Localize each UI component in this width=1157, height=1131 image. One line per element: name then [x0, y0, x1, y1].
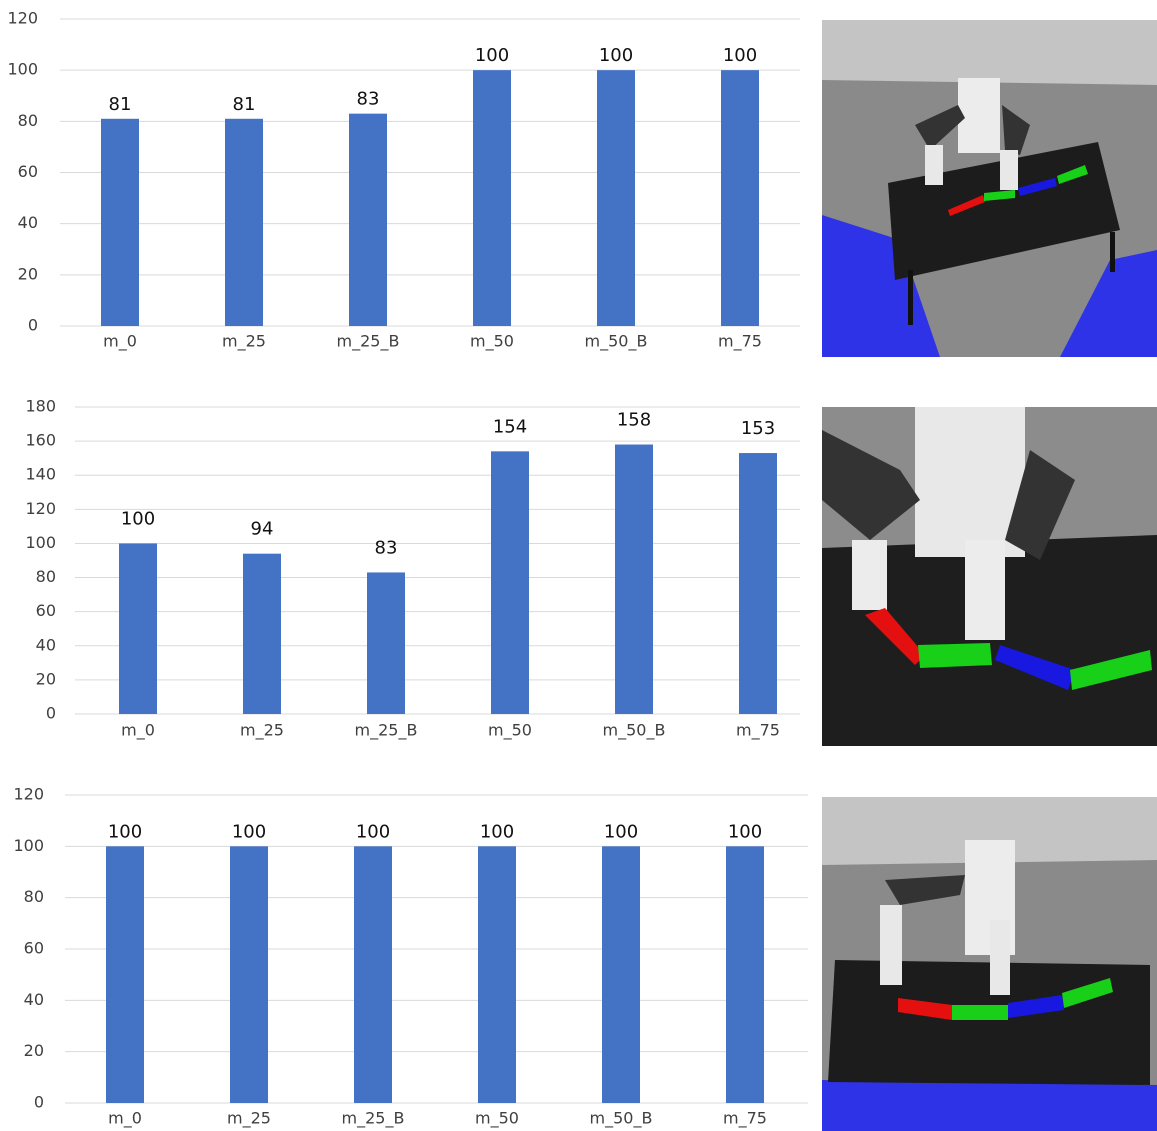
x-tick-label: m_25_B: [337, 332, 400, 352]
bar: [602, 846, 640, 1103]
value-label: 81: [109, 94, 132, 115]
y-tick-label: 40: [18, 213, 38, 232]
x-tick-label: m_50: [488, 721, 532, 741]
y-tick-label: 60: [18, 162, 38, 181]
x-tick-label: m_0: [121, 721, 155, 741]
y-tick-label: 20: [36, 669, 56, 688]
value-label: 100: [108, 821, 142, 842]
x-tick-label: m_50: [475, 1109, 519, 1129]
bar: [354, 846, 392, 1103]
y-tick-label: 0: [46, 704, 56, 723]
x-tick-label: m_25_B: [342, 1109, 405, 1129]
y-tick-label: 40: [24, 990, 44, 1009]
value-label: 81: [233, 94, 256, 115]
value-label: 83: [357, 89, 380, 110]
x-tick-label: m_25_B: [355, 721, 418, 741]
value-label: 100: [604, 821, 638, 842]
bar: [230, 846, 268, 1103]
y-tick-label: 120: [13, 785, 44, 804]
bar: [615, 445, 653, 714]
x-tick-label: m_25: [240, 721, 284, 741]
x-tick-label: m_75: [723, 1109, 767, 1129]
y-tick-label: 0: [34, 1093, 44, 1112]
value-label: 158: [617, 410, 651, 431]
value-label: 153: [741, 418, 775, 439]
value-label: 100: [723, 45, 757, 66]
value-label: 83: [375, 537, 398, 558]
y-tick-label: 100: [25, 533, 56, 552]
y-tick-label: 100: [7, 60, 38, 79]
bar: [726, 846, 764, 1103]
value-label: 100: [475, 45, 509, 66]
y-tick-label: 80: [24, 887, 44, 906]
value-label: 100: [356, 821, 390, 842]
bar: [739, 453, 777, 714]
bar: [101, 119, 139, 326]
y-tick-label: 80: [18, 111, 38, 130]
x-tick-label: m_50_B: [603, 721, 666, 741]
x-tick-label: m_0: [103, 332, 137, 352]
robot-scene-1: [822, 20, 1157, 357]
y-tick-label: 120: [7, 9, 38, 28]
value-label: 100: [599, 45, 633, 66]
bar: [367, 572, 405, 714]
value-label: 100: [480, 821, 514, 842]
y-tick-label: 140: [25, 465, 56, 484]
bar: [721, 70, 759, 326]
bar: [243, 554, 281, 714]
x-tick-label: m_50_B: [590, 1109, 653, 1129]
value-label: 154: [493, 416, 527, 437]
y-tick-label: 60: [24, 939, 44, 958]
bar: [225, 119, 263, 326]
y-tick-label: 100: [13, 836, 44, 855]
x-tick-label: m_25: [227, 1109, 271, 1129]
x-tick-label: m_75: [736, 721, 780, 741]
y-tick-label: 20: [18, 264, 38, 283]
y-tick-label: 120: [25, 499, 56, 518]
x-tick-label: m_0: [108, 1109, 142, 1129]
y-tick-label: 60: [36, 601, 56, 620]
x-tick-label: m_50_B: [585, 332, 648, 352]
figure: 0 20 40 60 80 100 120 81 m_0 81 m_25 83 m_25_B 100 m_5…: [0, 0, 1157, 1131]
y-tick-label: 40: [36, 635, 56, 654]
bar: [491, 451, 529, 714]
value-label: 100: [232, 821, 266, 842]
bar: [119, 543, 157, 714]
value-label: 100: [728, 821, 762, 842]
x-tick-label: m_75: [718, 332, 762, 352]
x-tick-label: m_25: [222, 332, 266, 352]
value-label: 100: [121, 508, 155, 529]
y-tick-label: 180: [25, 397, 56, 416]
y-tick-label: 20: [24, 1041, 44, 1060]
bar: [597, 70, 635, 326]
x-tick-label: m_50: [470, 332, 514, 352]
bar: [349, 114, 387, 326]
bar: [478, 846, 516, 1103]
robot-scene-2: [822, 407, 1157, 746]
bar: [473, 70, 511, 326]
robot-scene-3: [822, 797, 1157, 1131]
y-tick-label: 160: [25, 431, 56, 450]
value-label: 94: [251, 519, 274, 540]
y-tick-label: 0: [28, 316, 38, 335]
y-tick-label: 80: [36, 567, 56, 586]
bar: [106, 846, 144, 1103]
